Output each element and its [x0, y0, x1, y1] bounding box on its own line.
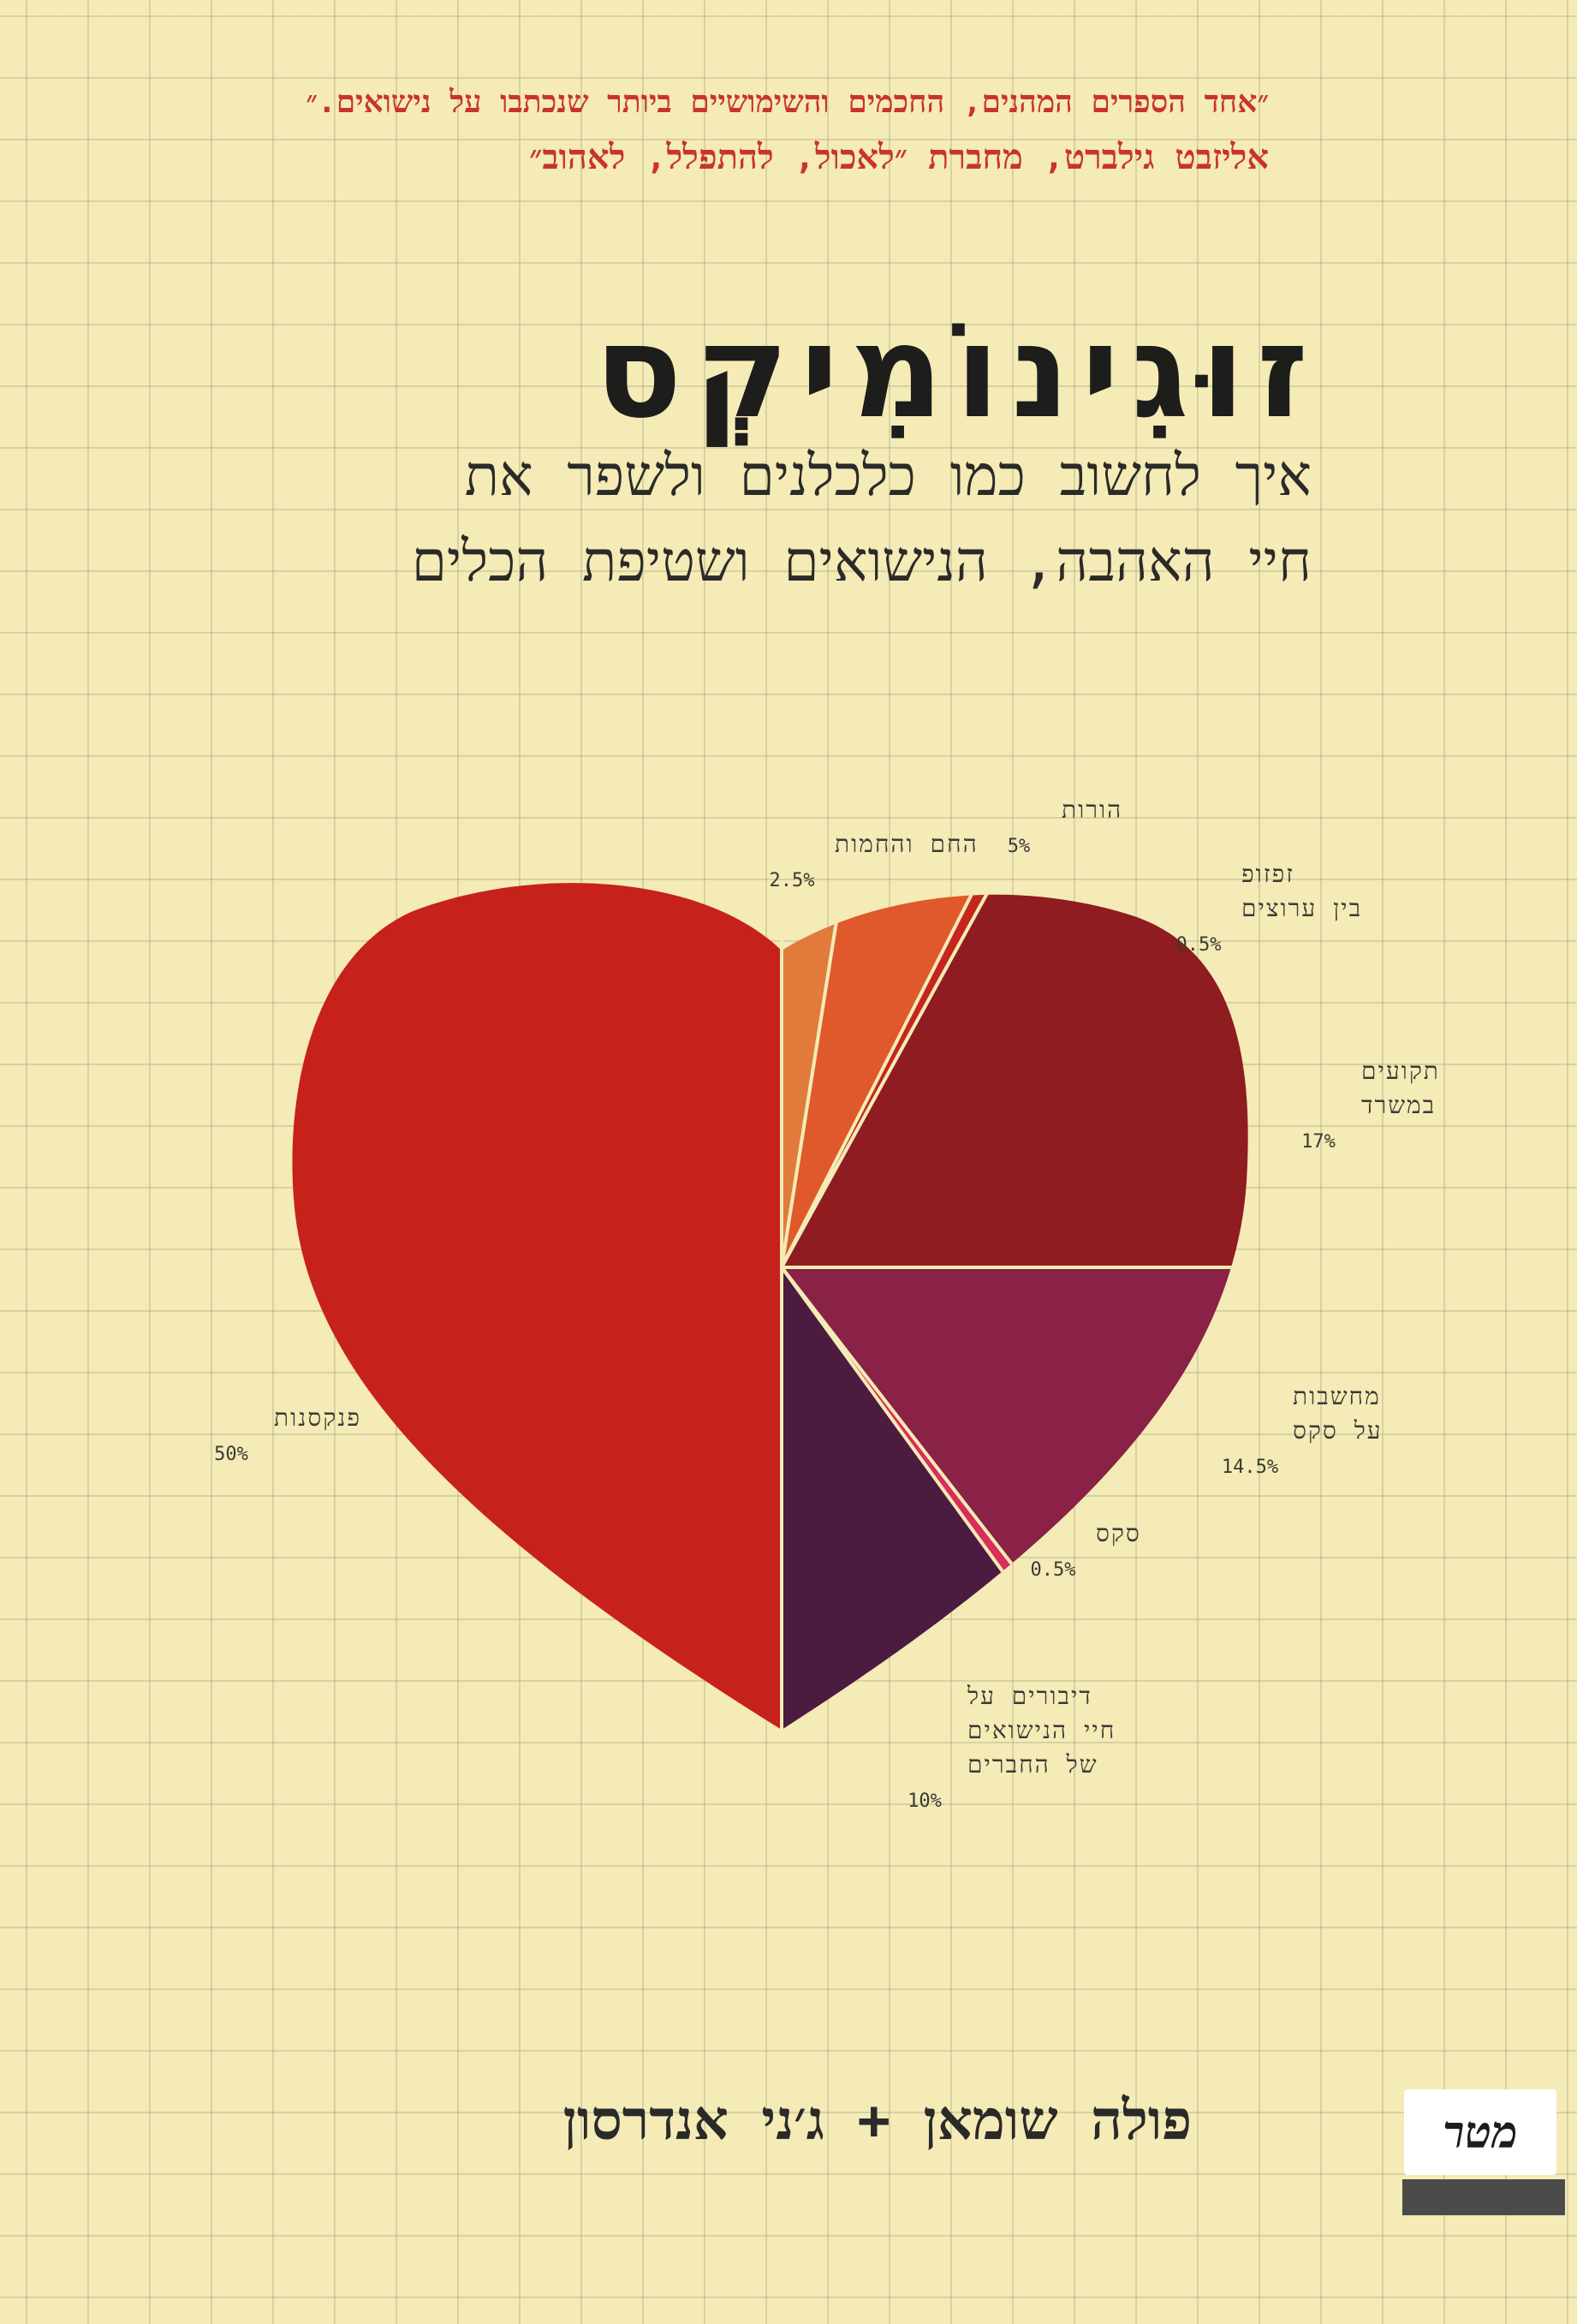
- publisher-logo: מטר: [1404, 2089, 1556, 2175]
- slice-percent-2: 5%: [1008, 836, 1031, 857]
- slice-label-2-line-1: הורות: [1062, 796, 1122, 824]
- slice-label-1-line-1: החם והחמות: [835, 830, 979, 858]
- endorsement-attribution: אליזבט גילברט, מחברת ״לאכול, להתפלל, לאה…: [529, 138, 1269, 177]
- book-title: זוּגִינוֹמִיקְס: [594, 298, 1320, 447]
- slice-percent-8: 50%: [214, 1444, 248, 1465]
- slice-label-7-line-1: דיבורים על: [967, 1682, 1092, 1710]
- slice-percent-5: 14.5%: [1222, 1457, 1278, 1478]
- slice-label-7-line-3: של החברים: [967, 1750, 1098, 1779]
- subtitle-line-2: חיי האהבה, הנישואים ושטיפת הכלים: [411, 528, 1312, 594]
- subtitle-line-1: איך לחשוב כמו כלכלנים ולשפר את: [464, 443, 1312, 509]
- slice-label-5-line-2: על סקס: [1293, 1416, 1383, 1445]
- slice-percent-7: 10%: [908, 1791, 942, 1812]
- slice-label-8-line-1: פנקסנות: [274, 1403, 361, 1432]
- authors: פולה שומאן + ג׳ני אנדרסון: [562, 2089, 1192, 2153]
- slice-label-3-line-2: בין ערוצים: [1241, 894, 1362, 922]
- slice-label-6-line-1: סקס: [1096, 1519, 1141, 1547]
- slice-percent-1: 2.5%: [770, 870, 815, 891]
- slice-label-4-line-2: במשרד: [1361, 1091, 1436, 1119]
- slice-label-7-line-2: חיי הנישואים: [967, 1716, 1116, 1744]
- slice-percent-4: 17%: [1301, 1131, 1336, 1153]
- publisher-logo-text: מטר: [1443, 2106, 1518, 2159]
- publisher-bar: [1402, 2179, 1565, 2215]
- slice-label-3-line-1: זפזופ: [1241, 860, 1294, 888]
- slice-label-5-line-1: מחשבות: [1293, 1382, 1381, 1410]
- endorsement-quote: ״אחד הספרים המהנים, החכמים והשימושיים בי…: [306, 85, 1269, 120]
- pie-slice-8: [292, 883, 783, 1730]
- slice-percent-3: 0.5%: [1176, 934, 1222, 956]
- slice-percent-6: 0.5%: [1031, 1559, 1076, 1581]
- slice-label-4-line-1: תקועים: [1361, 1057, 1440, 1085]
